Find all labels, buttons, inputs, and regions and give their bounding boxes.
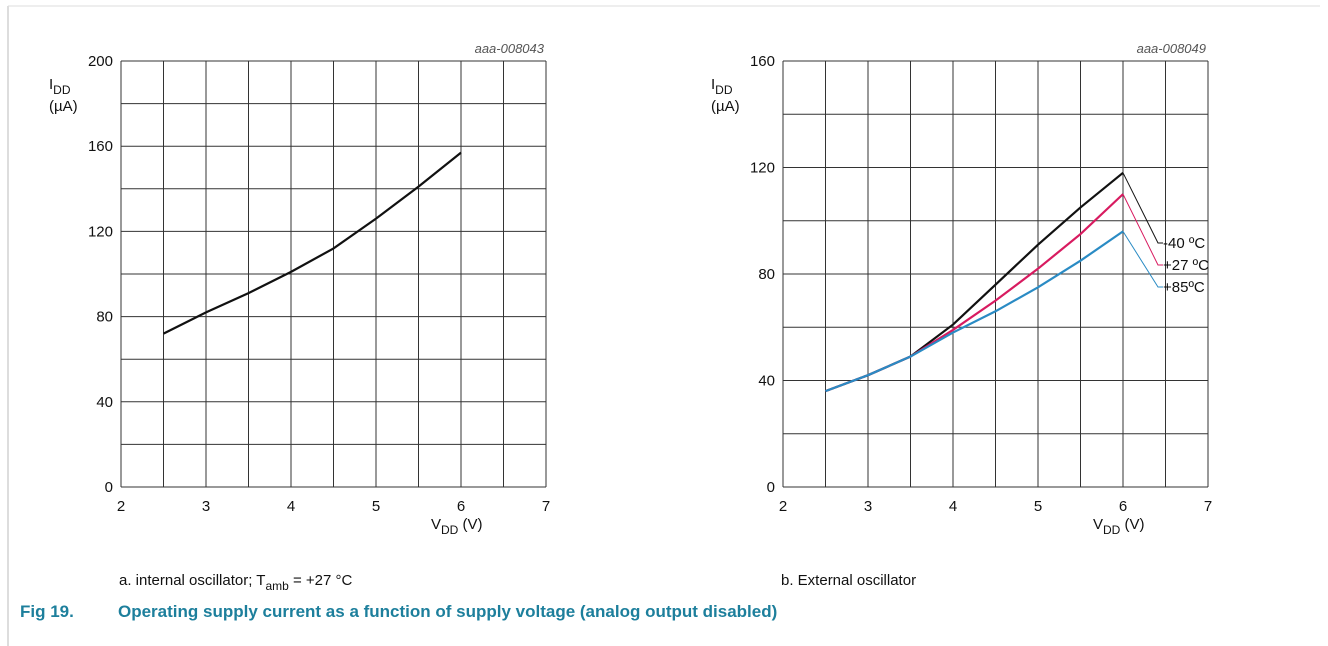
y-tick-label: 40 [96, 394, 113, 411]
x-tick-label: 2 [779, 498, 787, 515]
legend-leader [1122, 172, 1163, 244]
label-unit: (V) [1120, 516, 1144, 533]
label-sub: DD [441, 523, 459, 537]
y-axis-label: IDD [49, 76, 71, 97]
x-axis-label: VDD (V) [1093, 516, 1145, 537]
x-tick-label: 6 [1119, 498, 1127, 515]
label-main: I [49, 76, 53, 93]
caption: a. internal oscillator; Tamb = +27 °C [119, 572, 353, 593]
x-tick-label: 4 [287, 498, 295, 515]
legend-leader [1122, 231, 1163, 288]
series-line [825, 230, 1124, 393]
label-sub: DD [53, 83, 71, 97]
y-axis-unit: (µA) [711, 98, 740, 115]
label-sub: DD [715, 83, 733, 97]
y-tick-label: 120 [750, 160, 775, 177]
label-main: V [431, 516, 441, 533]
y-axis-unit: (µA) [49, 98, 78, 115]
legend-leader [1122, 193, 1163, 266]
legend-label: +27 ºC [1163, 257, 1209, 274]
caption-text: = +27 °C [289, 572, 353, 589]
y-tick-label: 160 [88, 138, 113, 155]
caption-text: b. External oscillator [781, 572, 916, 589]
label-main: I [711, 76, 715, 93]
y-tick-label: 200 [88, 53, 113, 70]
y-axis-label: IDD [711, 76, 733, 97]
y-tick-label: 120 [88, 223, 113, 240]
legend-label: -40 ºC [1163, 235, 1205, 252]
series-line [825, 193, 1124, 393]
x-tick-label: 7 [542, 498, 550, 515]
label-sub: DD [1103, 523, 1121, 537]
series-line [163, 151, 462, 335]
x-axis-label: VDD (V) [431, 516, 483, 537]
x-tick-label: 5 [372, 498, 380, 515]
legend-label: +85ºC [1163, 279, 1205, 296]
y-tick-label: 80 [96, 309, 113, 326]
y-tick-label: 0 [105, 479, 113, 496]
y-tick-label: 0 [767, 479, 775, 496]
caption-sub: amb [265, 579, 289, 593]
caption: b. External oscillator [781, 572, 916, 589]
label-unit: (V) [458, 516, 482, 533]
figure-title: Operating supply current as a function o… [118, 602, 777, 621]
series-line [825, 171, 1124, 393]
x-tick-label: 2 [117, 498, 125, 515]
x-tick-label: 3 [202, 498, 210, 515]
chart-code: aaa-008049 [1137, 41, 1206, 56]
x-tick-label: 6 [457, 498, 465, 515]
y-tick-label: 160 [750, 53, 775, 70]
y-tick-label: 80 [758, 266, 775, 283]
x-tick-label: 3 [864, 498, 872, 515]
x-tick-label: 5 [1034, 498, 1042, 515]
chart-code: aaa-008043 [475, 41, 545, 56]
label-main: V [1093, 516, 1103, 533]
y-tick-label: 40 [758, 373, 775, 390]
x-tick-label: 4 [949, 498, 957, 515]
figure-number: Fig 19. [20, 602, 74, 621]
x-tick-label: 7 [1204, 498, 1212, 515]
caption-text: a. internal oscillator; T [119, 572, 265, 589]
